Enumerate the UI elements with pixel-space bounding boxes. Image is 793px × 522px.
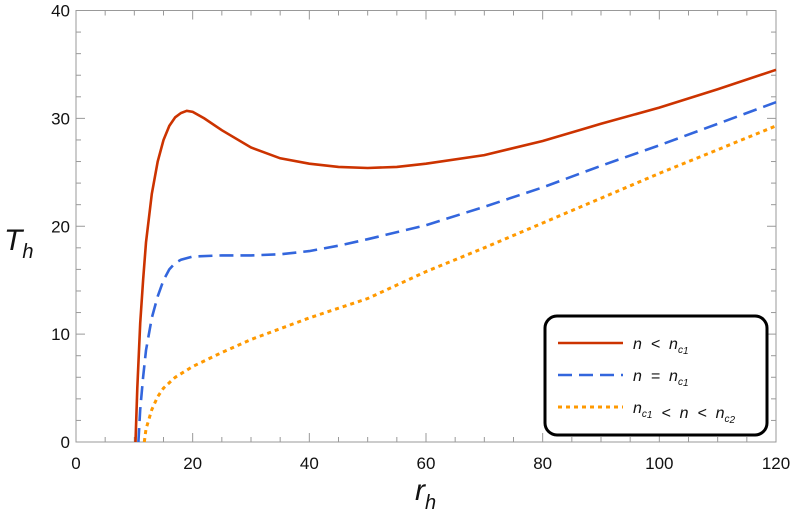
series-line-3 [142,124,777,443]
series-line-1 [134,68,777,443]
legend-label-1: n < nc1 [633,336,689,357]
x-tick-label: 100 [645,454,673,473]
y-tick-label: 0 [61,433,70,452]
plot-frame [75,10,777,443]
legend: n < nc1 n = nc1 nc1 < n < nc2 [543,314,769,437]
legend-label-2: n = nc1 [633,368,689,389]
y-tick-label: 30 [51,109,70,128]
y-tick-label: 10 [51,325,70,344]
tick-labels: 0 20 40 60 80 100 120 0 10 20 30 40 [51,2,790,474]
x-tick-label: 20 [183,454,202,473]
x-tick-label: 120 [762,454,790,473]
x-axis-label: rh [415,474,436,514]
series-group [134,68,777,443]
legend-label-3: nc1 < n < nc2 [633,400,736,426]
y-tick-label: 20 [51,217,70,236]
legend-box [543,314,769,437]
y-tick-label: 40 [51,2,70,21]
x-tick-label: 60 [417,454,436,473]
x-tick-label: 80 [533,454,552,473]
axis-ticks [75,10,777,443]
x-tick-label: 0 [71,454,80,473]
series-line-2 [137,100,777,443]
y-axis-label: Th [4,224,33,263]
x-tick-label: 40 [300,454,319,473]
